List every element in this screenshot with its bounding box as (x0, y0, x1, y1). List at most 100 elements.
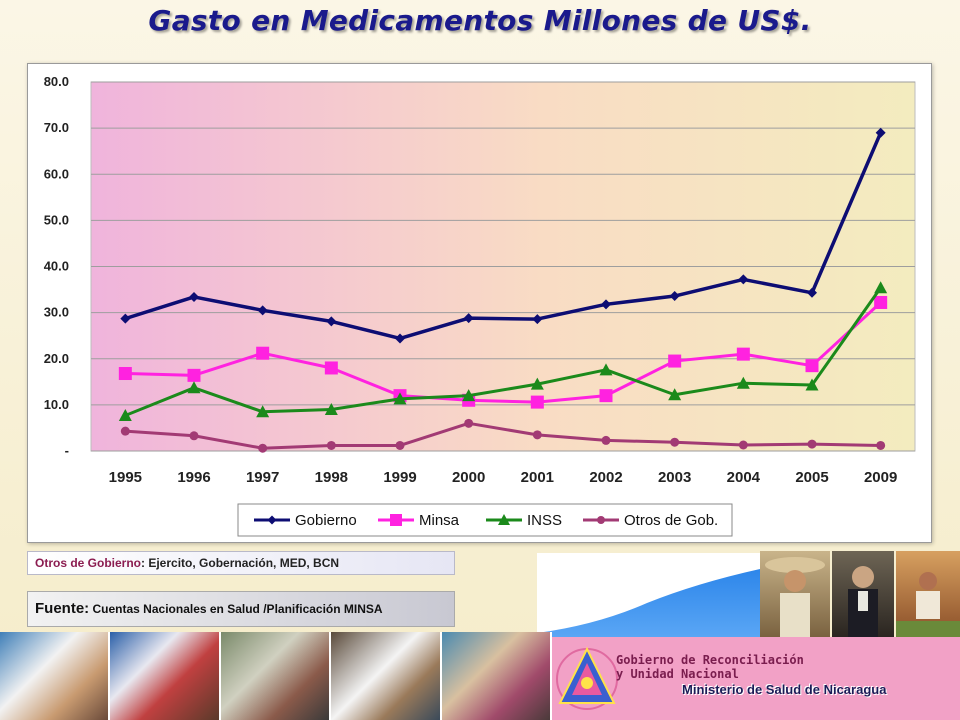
y-tick-label: 40.0 (44, 259, 69, 274)
x-tick-label: 2009 (864, 469, 897, 486)
legend-marker-3 (597, 516, 605, 524)
ministry-name: Ministerio de Salud de Nicaragua (682, 682, 887, 697)
growth-graphic (537, 553, 760, 637)
data-point-0-7 (601, 299, 611, 310)
legend-label: Otros de Gob. (624, 512, 718, 529)
data-point-1-11 (874, 295, 888, 309)
portrait-general (832, 551, 894, 637)
legend-label: Gobierno (295, 512, 357, 529)
series-line-1 (125, 301, 882, 404)
line-chart: - 10.0 20.0 30.0 40.0 50.0 60.0 70.0 80.0 1995 199… (44, 74, 916, 537)
data-point-3-3 (326, 440, 336, 450)
historical-portraits (760, 551, 960, 637)
government-name-line2: y Unidad Nacional (616, 667, 739, 681)
data-point-1-0 (118, 367, 132, 381)
data-point-2-4 (393, 392, 407, 405)
source-text: Cuentas Nacionales en Salud /Planificaci… (89, 602, 383, 616)
data-point-1-6 (530, 395, 544, 409)
y-tick-label: 80.0 (44, 74, 69, 89)
data-point-1-2 (256, 346, 270, 360)
data-point-3-0 (120, 426, 130, 436)
data-point-3-2 (258, 443, 268, 453)
legend-marker-0 (267, 515, 277, 525)
data-point-1-7 (599, 389, 613, 403)
data-point-1-8 (668, 354, 682, 368)
data-point-0-4 (395, 333, 405, 344)
y-tick-label: 70.0 (44, 120, 69, 135)
data-point-0-0 (120, 313, 131, 324)
data-point-2-7 (599, 363, 613, 376)
x-tick-label: 1995 (109, 469, 142, 486)
data-point-0-10 (807, 287, 817, 298)
x-tick-label: 2004 (727, 469, 761, 486)
data-point-3-8 (670, 437, 680, 447)
photo-consultation (0, 632, 111, 720)
chart-frame: - 10.0 20.0 30.0 40.0 50.0 60.0 70.0 80.0 1995 199… (27, 63, 932, 543)
photo-community (220, 632, 332, 720)
photo-nurse (331, 632, 442, 720)
data-point-2-5 (462, 389, 476, 402)
data-point-0-2 (257, 305, 268, 316)
x-tick-label: 2000 (452, 469, 485, 486)
data-point-2-3 (324, 402, 338, 415)
data-point-3-7 (601, 435, 611, 445)
data-point-0-3 (326, 316, 337, 327)
series-line-2 (124, 286, 882, 417)
y-tick-label: 50.0 (44, 212, 69, 227)
data-point-2-11 (874, 281, 888, 294)
data-point-3-6 (532, 430, 542, 440)
note-text: : Ejercito, Gobernación, MED, BCN (141, 556, 340, 570)
x-tick-label: 1999 (383, 469, 416, 486)
x-tick-label: 2002 (589, 469, 622, 486)
health-photos-strip (0, 632, 552, 720)
data-point-0-1 (189, 291, 199, 302)
series-line-3 (125, 421, 881, 450)
nicaragua-triangle-logo-icon (556, 646, 618, 710)
legend-marker-1 (390, 514, 402, 526)
legend-label: Minsa (419, 512, 460, 529)
other-government-note: Otros de Gobierno: Ejercito, Gobernación… (27, 551, 455, 575)
data-point-3-4 (395, 440, 405, 450)
data-point-2-9 (736, 376, 750, 389)
note-key: Otros de Gobierno (35, 556, 142, 570)
data-point-1-10 (805, 359, 819, 373)
source-key: Fuente: (35, 600, 90, 617)
data-point-2-0 (118, 408, 132, 421)
data-point-2-10 (805, 378, 819, 391)
data-point-0-8 (669, 291, 680, 302)
data-point-0-6 (532, 314, 543, 325)
data-point-1-1 (187, 368, 201, 382)
data-point-2-6 (530, 377, 544, 390)
data-point-0-5 (463, 313, 474, 324)
legend-marker-2 (498, 514, 510, 525)
slide-title: Gasto en Medicamentos Millones de US$. (148, 4, 812, 37)
y-tick-label: 60.0 (44, 166, 69, 181)
series-line-0 (124, 132, 883, 341)
x-tick-label: 2001 (521, 469, 554, 486)
x-tick-label: 2005 (795, 469, 828, 486)
x-tick-label: 1998 (315, 469, 348, 486)
data-point-0-9 (738, 274, 749, 285)
data-point-0-11 (875, 127, 886, 138)
photo-families (441, 632, 552, 720)
portrait-painting (896, 551, 960, 637)
data-point-3-10 (807, 439, 817, 449)
y-tick-label: 20.0 (44, 351, 69, 366)
data-point-2-2 (256, 405, 270, 418)
government-name-line1: Gobierno de Reconciliación (616, 653, 804, 667)
legend-box (237, 503, 733, 537)
legend-label: INSS (527, 512, 562, 529)
source-note: Fuente: Cuentas Nacionales en Salud /Pla… (27, 591, 455, 627)
portrait-sandino (760, 551, 830, 637)
data-point-3-11 (876, 440, 886, 450)
data-point-3-9 (738, 440, 748, 450)
y-tick-label: 30.0 (44, 305, 69, 320)
data-point-3-1 (189, 431, 199, 441)
data-point-3-5 (464, 418, 474, 428)
photo-clinic-crowd (110, 632, 221, 720)
y-tick-label: - (65, 443, 69, 458)
data-point-2-1 (187, 381, 201, 394)
x-tick-label: 1996 (177, 469, 210, 486)
data-point-1-3 (324, 361, 338, 375)
government-banner: Gobierno de Reconciliación y Unidad Naci… (552, 637, 960, 720)
